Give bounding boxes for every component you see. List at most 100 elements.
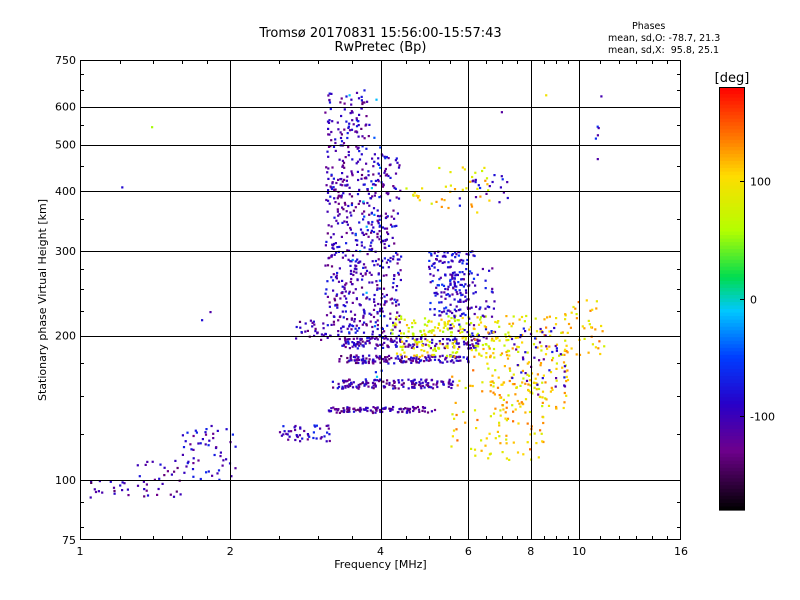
data-point bbox=[366, 188, 369, 191]
data-point bbox=[374, 259, 377, 263]
data-point bbox=[364, 361, 367, 364]
data-point bbox=[491, 287, 494, 290]
data-point bbox=[405, 360, 408, 363]
data-point bbox=[454, 274, 457, 277]
data-point bbox=[395, 196, 398, 199]
data-point bbox=[410, 356, 413, 359]
data-point bbox=[378, 238, 381, 241]
data-point bbox=[368, 312, 371, 315]
data-point bbox=[365, 123, 368, 126]
data-point bbox=[430, 264, 434, 267]
data-point bbox=[312, 431, 315, 434]
data-point bbox=[523, 320, 526, 323]
data-point bbox=[360, 286, 364, 289]
colorbar-segment bbox=[719, 242, 745, 247]
data-point bbox=[381, 310, 384, 313]
data-point bbox=[436, 293, 439, 296]
data-point bbox=[381, 407, 384, 410]
data-point bbox=[347, 258, 350, 261]
data-point bbox=[475, 342, 478, 345]
data-point bbox=[361, 168, 364, 171]
data-point bbox=[419, 329, 422, 333]
data-point bbox=[411, 337, 414, 340]
data-point bbox=[505, 315, 508, 318]
data-point bbox=[374, 191, 377, 194]
data-point bbox=[412, 379, 415, 382]
data-point bbox=[325, 314, 329, 317]
data-point bbox=[345, 120, 348, 123]
data-point bbox=[490, 339, 493, 342]
data-point bbox=[517, 422, 520, 425]
data-point bbox=[508, 354, 511, 357]
data-point bbox=[163, 474, 166, 477]
data-point bbox=[474, 284, 477, 287]
data-point bbox=[346, 407, 349, 410]
data-point bbox=[392, 277, 396, 281]
data-point bbox=[360, 99, 363, 102]
data-point bbox=[230, 475, 233, 478]
data-point bbox=[372, 207, 376, 210]
data-point bbox=[378, 279, 381, 282]
data-point bbox=[326, 191, 330, 194]
data-point bbox=[395, 337, 398, 340]
data-point bbox=[361, 278, 364, 281]
data-point bbox=[186, 462, 189, 465]
data-point bbox=[555, 405, 558, 409]
data-point bbox=[357, 135, 360, 138]
data-point bbox=[201, 438, 204, 441]
data-point bbox=[400, 336, 403, 339]
data-point bbox=[348, 410, 351, 413]
data-point bbox=[356, 343, 359, 346]
data-point bbox=[372, 226, 375, 229]
data-point bbox=[468, 344, 472, 347]
data-point bbox=[401, 348, 404, 351]
data-point bbox=[413, 338, 416, 342]
data-point bbox=[393, 242, 396, 245]
data-point bbox=[364, 408, 367, 411]
data-point bbox=[352, 407, 355, 410]
data-point bbox=[416, 341, 419, 344]
data-point bbox=[355, 125, 359, 128]
data-point bbox=[498, 424, 501, 427]
data-point bbox=[143, 495, 146, 498]
data-point bbox=[377, 258, 380, 261]
data-point bbox=[484, 307, 487, 310]
colorbar-segment bbox=[719, 439, 745, 444]
data-point bbox=[548, 345, 551, 348]
data-point bbox=[393, 274, 396, 277]
data-point bbox=[393, 385, 396, 388]
data-point bbox=[508, 322, 511, 325]
data-point bbox=[575, 313, 578, 316]
data-point bbox=[375, 409, 378, 412]
data-point bbox=[383, 295, 386, 298]
data-point bbox=[355, 265, 358, 268]
data-point bbox=[384, 157, 387, 160]
data-point bbox=[357, 327, 361, 330]
data-point bbox=[596, 134, 599, 137]
data-point bbox=[565, 375, 568, 378]
data-point bbox=[430, 202, 433, 205]
data-point bbox=[453, 298, 456, 301]
data-point bbox=[413, 191, 416, 194]
data-point bbox=[304, 330, 307, 333]
data-point bbox=[383, 341, 386, 344]
data-point bbox=[350, 202, 354, 205]
colorbar-segment bbox=[719, 129, 745, 134]
data-point bbox=[563, 391, 566, 395]
data-point bbox=[338, 245, 341, 248]
data-point bbox=[453, 277, 456, 280]
data-point bbox=[453, 417, 456, 420]
data-point bbox=[356, 160, 360, 163]
data-point bbox=[351, 341, 354, 344]
data-point bbox=[491, 267, 494, 270]
data-point bbox=[427, 354, 430, 357]
colorbar-segment bbox=[719, 386, 745, 391]
data-point bbox=[319, 427, 322, 430]
data-point bbox=[458, 379, 461, 382]
data-point bbox=[389, 312, 392, 315]
data-point bbox=[566, 351, 569, 354]
data-point bbox=[366, 100, 369, 103]
data-point bbox=[343, 166, 346, 169]
colorbar-segment bbox=[719, 369, 745, 374]
data-point bbox=[356, 131, 359, 134]
